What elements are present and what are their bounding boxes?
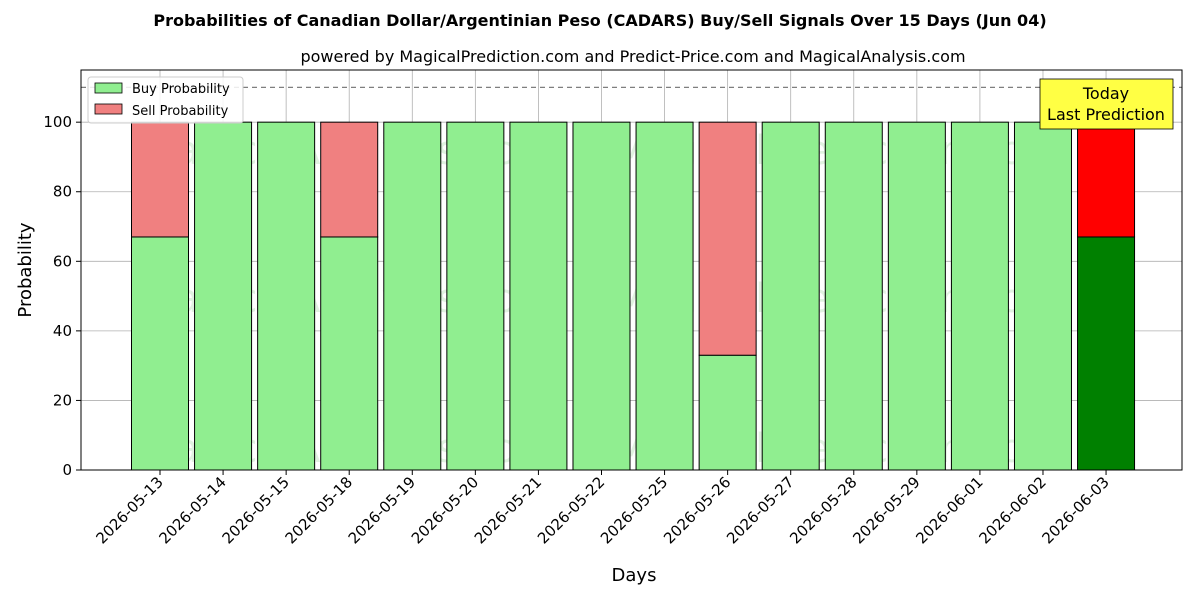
x-tick-label: 2026-06-03 — [1038, 473, 1112, 547]
today-annotation: Today Last Prediction — [1039, 78, 1174, 130]
legend-label-buy: Buy Probability — [132, 82, 230, 97]
x-tick-label: 2026-05-19 — [345, 473, 419, 547]
bar-buy — [635, 121, 694, 471]
bar-buy — [383, 121, 442, 471]
x-tick-label: 2026-05-22 — [534, 473, 608, 547]
bars-layer — [131, 121, 1136, 471]
chart-title: Probabilities of Canadian Dollar/Argenti… — [153, 11, 1046, 30]
y-tick-label: 20 — [53, 391, 72, 409]
bar-sell — [320, 121, 379, 238]
today-annotation-line2: Last Prediction — [1047, 105, 1165, 124]
x-tick-label: 2026-05-14 — [156, 473, 230, 547]
bar-buy — [950, 121, 1009, 471]
bar-buy — [320, 236, 379, 471]
bar-sell — [698, 121, 757, 356]
y-axis: 0 20 40 60 80 100 — [43, 113, 81, 479]
x-tick-label: 2026-05-20 — [408, 473, 482, 547]
y-axis-label: Probability — [15, 222, 36, 317]
bar-buy — [257, 121, 316, 471]
x-tick-label: 2026-05-29 — [849, 473, 923, 547]
x-tick-label: 2026-05-27 — [723, 473, 797, 547]
x-tick-label: 2026-05-15 — [219, 473, 293, 547]
bar-buy — [824, 121, 883, 471]
x-tick-label: 2026-06-02 — [975, 473, 1049, 547]
y-tick-label: 40 — [53, 322, 72, 340]
bar-buy — [446, 121, 505, 471]
chart-subtitle: powered by MagicalPrediction.com and Pre… — [300, 47, 965, 66]
y-tick-label: 60 — [53, 252, 72, 270]
today-annotation-box — [1039, 78, 1174, 130]
legend-label-sell: Sell Probability — [132, 104, 229, 119]
y-tick-label: 0 — [62, 461, 72, 479]
bar-buy — [572, 121, 631, 471]
bar-buy — [509, 121, 568, 471]
legend-swatch-sell — [94, 103, 123, 115]
x-tick-label: 2026-06-01 — [912, 473, 986, 547]
x-tick-label: 2026-05-13 — [92, 473, 166, 547]
y-tick-label: 100 — [43, 113, 72, 131]
legend-box — [87, 76, 244, 124]
bar-buy — [131, 236, 189, 471]
x-tick-label: 2026-05-18 — [282, 473, 356, 547]
bar-buy — [1013, 121, 1072, 471]
plot-frame — [80, 69, 1183, 471]
bar-buy — [761, 121, 820, 471]
legend-swatch-buy — [94, 82, 123, 94]
x-axis-label: Days — [612, 565, 657, 586]
bar-buy — [1077, 236, 1136, 471]
bar-buy — [194, 121, 253, 471]
x-tick-label: 2026-05-26 — [660, 473, 734, 547]
x-axis: 2026-05-132026-05-142026-05-152026-05-18… — [92, 470, 1113, 547]
x-tick-label: 2026-05-21 — [471, 473, 545, 547]
legend: Buy Probability Sell Probability — [87, 76, 244, 124]
bar-sell — [131, 121, 189, 238]
bar-sell — [1077, 121, 1136, 238]
today-annotation-line1: Today — [1082, 84, 1129, 103]
bar-buy — [887, 121, 946, 471]
x-tick-label: 2026-05-28 — [786, 473, 860, 547]
y-tick-label: 80 — [53, 183, 72, 201]
x-tick-label: 2026-05-25 — [597, 473, 671, 547]
bar-buy — [698, 354, 757, 471]
